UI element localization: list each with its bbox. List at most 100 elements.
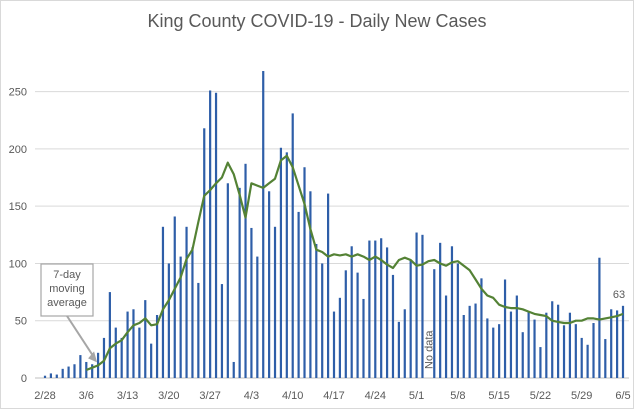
bar bbox=[598, 257, 601, 378]
bar bbox=[621, 305, 625, 378]
bar bbox=[173, 216, 176, 378]
bar bbox=[126, 311, 129, 378]
bar bbox=[444, 295, 448, 378]
bar bbox=[108, 292, 111, 378]
bar bbox=[220, 284, 224, 378]
bar bbox=[604, 339, 607, 378]
moving-average-callout-text: average bbox=[47, 297, 87, 309]
bar bbox=[232, 361, 235, 378]
bar bbox=[527, 311, 530, 378]
x-tick-label: 5/15 bbox=[488, 390, 509, 402]
bar bbox=[474, 303, 477, 378]
bar bbox=[498, 324, 501, 378]
bar bbox=[380, 238, 383, 378]
bar bbox=[285, 152, 288, 378]
y-tick-label: 250 bbox=[9, 87, 27, 99]
bar bbox=[409, 260, 412, 378]
bar bbox=[356, 272, 359, 378]
bar bbox=[203, 128, 206, 378]
bar bbox=[238, 187, 241, 378]
bar bbox=[144, 300, 147, 378]
bar bbox=[551, 301, 554, 378]
x-tick-label: 3/13 bbox=[117, 390, 138, 402]
bar bbox=[244, 163, 247, 378]
bar bbox=[250, 227, 253, 378]
x-tick-label: 5/29 bbox=[571, 390, 592, 402]
bar bbox=[197, 282, 200, 378]
x-tick-label: 4/10 bbox=[282, 390, 303, 402]
callout-arrow-head bbox=[88, 351, 98, 363]
bar bbox=[439, 242, 442, 378]
bar bbox=[332, 311, 336, 378]
bar bbox=[273, 226, 277, 378]
bar bbox=[344, 270, 347, 378]
bar bbox=[91, 364, 94, 378]
bar bbox=[185, 226, 188, 378]
bar bbox=[61, 368, 64, 378]
bar bbox=[374, 240, 377, 378]
bar bbox=[67, 366, 70, 378]
x-tick-label: 6/5 bbox=[615, 390, 630, 402]
bar bbox=[291, 113, 294, 379]
bar bbox=[492, 327, 495, 378]
bar bbox=[309, 191, 312, 378]
moving-average-callout-text: 7-day bbox=[53, 269, 81, 281]
bar bbox=[191, 247, 194, 378]
bar bbox=[545, 312, 548, 378]
y-tick-label: 200 bbox=[9, 144, 27, 156]
bar bbox=[557, 304, 560, 378]
bar bbox=[138, 327, 141, 378]
bar bbox=[262, 71, 265, 378]
bar bbox=[539, 347, 542, 378]
bar bbox=[79, 355, 82, 378]
x-tick-label: 3/27 bbox=[199, 390, 220, 402]
bar bbox=[102, 337, 106, 378]
bar bbox=[415, 232, 418, 378]
bar bbox=[120, 337, 123, 378]
no-data-label: No data bbox=[423, 330, 435, 369]
bar bbox=[297, 211, 300, 378]
x-tick-label: 3/20 bbox=[158, 390, 179, 402]
moving-average-callout-box bbox=[40, 263, 94, 317]
bar bbox=[421, 234, 424, 378]
bar bbox=[321, 263, 324, 378]
x-tick-label: 3/6 bbox=[79, 390, 94, 402]
bar bbox=[592, 323, 595, 378]
bar bbox=[462, 315, 465, 378]
y-tick-label: 100 bbox=[9, 258, 27, 270]
x-tick-label: 5/1 bbox=[409, 390, 424, 402]
bar bbox=[562, 325, 566, 378]
bar bbox=[150, 343, 153, 378]
x-tick-label: 4/24 bbox=[365, 390, 386, 402]
moving-average-callout-text: moving bbox=[49, 283, 84, 295]
bar bbox=[580, 337, 583, 378]
bar bbox=[391, 274, 395, 378]
bar bbox=[586, 344, 589, 378]
bar bbox=[327, 193, 330, 378]
chart-title: King County COVID-19 - Daily New Cases bbox=[147, 11, 487, 31]
bar bbox=[521, 332, 524, 378]
bar bbox=[214, 92, 218, 379]
bar bbox=[114, 327, 117, 378]
bar bbox=[503, 279, 507, 378]
y-tick-label: 0 bbox=[21, 373, 27, 385]
bar bbox=[385, 247, 389, 378]
bar bbox=[468, 305, 471, 378]
y-tick-label: 50 bbox=[15, 316, 27, 328]
bar bbox=[85, 361, 88, 378]
bar bbox=[155, 315, 159, 378]
y-tick-label: 150 bbox=[9, 201, 27, 213]
bar bbox=[338, 297, 341, 378]
bar bbox=[55, 374, 58, 378]
bar bbox=[303, 167, 306, 378]
bar bbox=[350, 246, 353, 378]
bar bbox=[610, 309, 613, 378]
bar bbox=[256, 256, 259, 378]
bar bbox=[515, 295, 518, 378]
bar bbox=[433, 269, 436, 378]
x-tick-label: 4/3 bbox=[244, 390, 259, 402]
bar bbox=[161, 226, 165, 378]
bar bbox=[43, 375, 47, 378]
bar bbox=[209, 90, 212, 378]
